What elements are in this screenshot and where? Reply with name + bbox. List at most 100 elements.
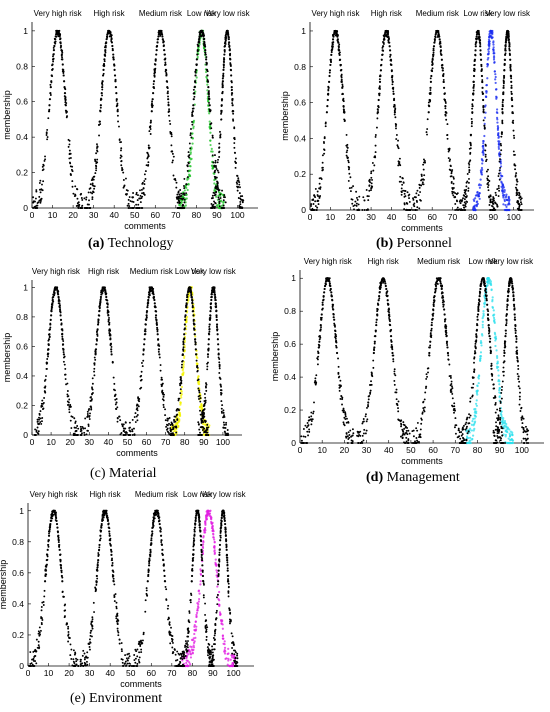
risk-point xyxy=(464,193,467,195)
risk-point xyxy=(312,412,315,415)
risk-peak-point xyxy=(478,38,481,41)
risk-point xyxy=(92,175,95,178)
risk-point xyxy=(398,163,401,166)
caption-a-letter: (a) xyxy=(88,236,105,251)
risk-point xyxy=(454,209,457,211)
highlight-point xyxy=(503,199,506,203)
risk-peak-point xyxy=(48,98,52,101)
risk-peak-point xyxy=(220,110,223,113)
risk-point xyxy=(493,209,496,211)
risk-point xyxy=(302,435,305,438)
risk-peak-point xyxy=(439,45,442,48)
risk-point xyxy=(467,187,470,190)
risk-point xyxy=(502,84,505,87)
risk-point xyxy=(432,301,435,304)
risk-point xyxy=(400,435,402,438)
risk-point xyxy=(47,355,49,358)
highlight-point xyxy=(487,48,490,51)
risk-peak-point xyxy=(195,58,198,61)
risk-peak-point xyxy=(510,86,513,89)
risk-point xyxy=(179,378,182,381)
risk-peak-point xyxy=(503,58,506,61)
risk-point xyxy=(426,367,429,370)
risk-point xyxy=(237,177,240,180)
risk-point xyxy=(456,436,459,439)
risk-point xyxy=(221,411,223,414)
risk-peak-point xyxy=(378,295,381,298)
risk-peak-point xyxy=(440,58,443,61)
caption-a-text: Technology xyxy=(104,236,174,251)
highlight-point xyxy=(195,76,198,79)
risk-label: Very high risk xyxy=(304,257,353,266)
highlight-series xyxy=(170,286,211,437)
risk-peak-point xyxy=(215,314,218,317)
risk-point xyxy=(119,154,122,157)
risk-peak-point xyxy=(338,49,341,52)
highlight-point xyxy=(182,362,185,366)
risk-point xyxy=(143,180,146,183)
risk-point xyxy=(41,189,44,192)
risk-point xyxy=(323,148,325,151)
highlight-point xyxy=(215,195,218,198)
y-tick-label: 0.8 xyxy=(294,62,306,72)
risk-point xyxy=(323,152,326,155)
risk-point xyxy=(127,207,130,209)
highlight-point xyxy=(478,186,481,189)
risk-point xyxy=(316,357,319,360)
risk-point xyxy=(50,308,53,311)
highlight-point xyxy=(479,169,482,172)
risk-point xyxy=(483,127,486,130)
x-tick-label: 60 xyxy=(427,212,437,222)
risk-point xyxy=(220,389,223,392)
risk-peak-point xyxy=(198,35,201,38)
risk-point xyxy=(515,189,518,192)
risk-point xyxy=(239,186,241,189)
risk-peak-point xyxy=(222,58,226,61)
risk-point xyxy=(204,399,207,402)
risk-point xyxy=(421,178,423,181)
x-tick-label: 10 xyxy=(326,212,336,222)
risk-peak-point xyxy=(59,44,63,48)
risk-point xyxy=(466,180,469,183)
risk-point xyxy=(86,415,89,418)
risk-point xyxy=(214,193,217,196)
risk-peak-point xyxy=(164,63,167,66)
risk-point xyxy=(456,200,458,203)
risk-peak-point xyxy=(382,41,385,44)
risk-point xyxy=(345,154,348,157)
risk-point xyxy=(452,182,455,185)
risk-point xyxy=(232,118,234,121)
risk-point xyxy=(169,424,172,426)
risk-peak-point xyxy=(56,290,59,294)
risk-point xyxy=(318,187,321,190)
risk-point xyxy=(472,85,475,88)
risk-point xyxy=(324,122,327,125)
risk-point xyxy=(178,193,181,196)
y-tick-label: 0.6 xyxy=(294,98,306,108)
risk-peak-point xyxy=(106,33,109,36)
risk-peak-point xyxy=(59,314,62,317)
risk-point xyxy=(237,197,240,199)
risk-point xyxy=(218,146,221,149)
risk-peak-point xyxy=(152,80,156,83)
risk-peak-point xyxy=(433,38,436,41)
highlight-point xyxy=(484,104,487,107)
risk-point xyxy=(43,390,46,393)
risk-peak-point xyxy=(155,53,158,56)
highlight-point xyxy=(500,180,503,183)
risk-peak-point xyxy=(113,68,116,71)
risk-point xyxy=(149,128,152,130)
risk-point xyxy=(520,203,523,206)
risk-point xyxy=(64,367,67,370)
risk-point xyxy=(166,419,169,422)
highlight-point xyxy=(208,125,211,128)
risk-point xyxy=(492,202,495,205)
risk-point xyxy=(199,409,201,412)
risk-point xyxy=(89,412,91,415)
risk-point xyxy=(348,187,351,190)
highlight-point xyxy=(479,359,482,362)
highlight-point xyxy=(489,31,492,35)
risk-peak-point xyxy=(221,86,224,89)
risk-peak-point xyxy=(430,69,433,72)
highlight-point xyxy=(507,437,510,440)
